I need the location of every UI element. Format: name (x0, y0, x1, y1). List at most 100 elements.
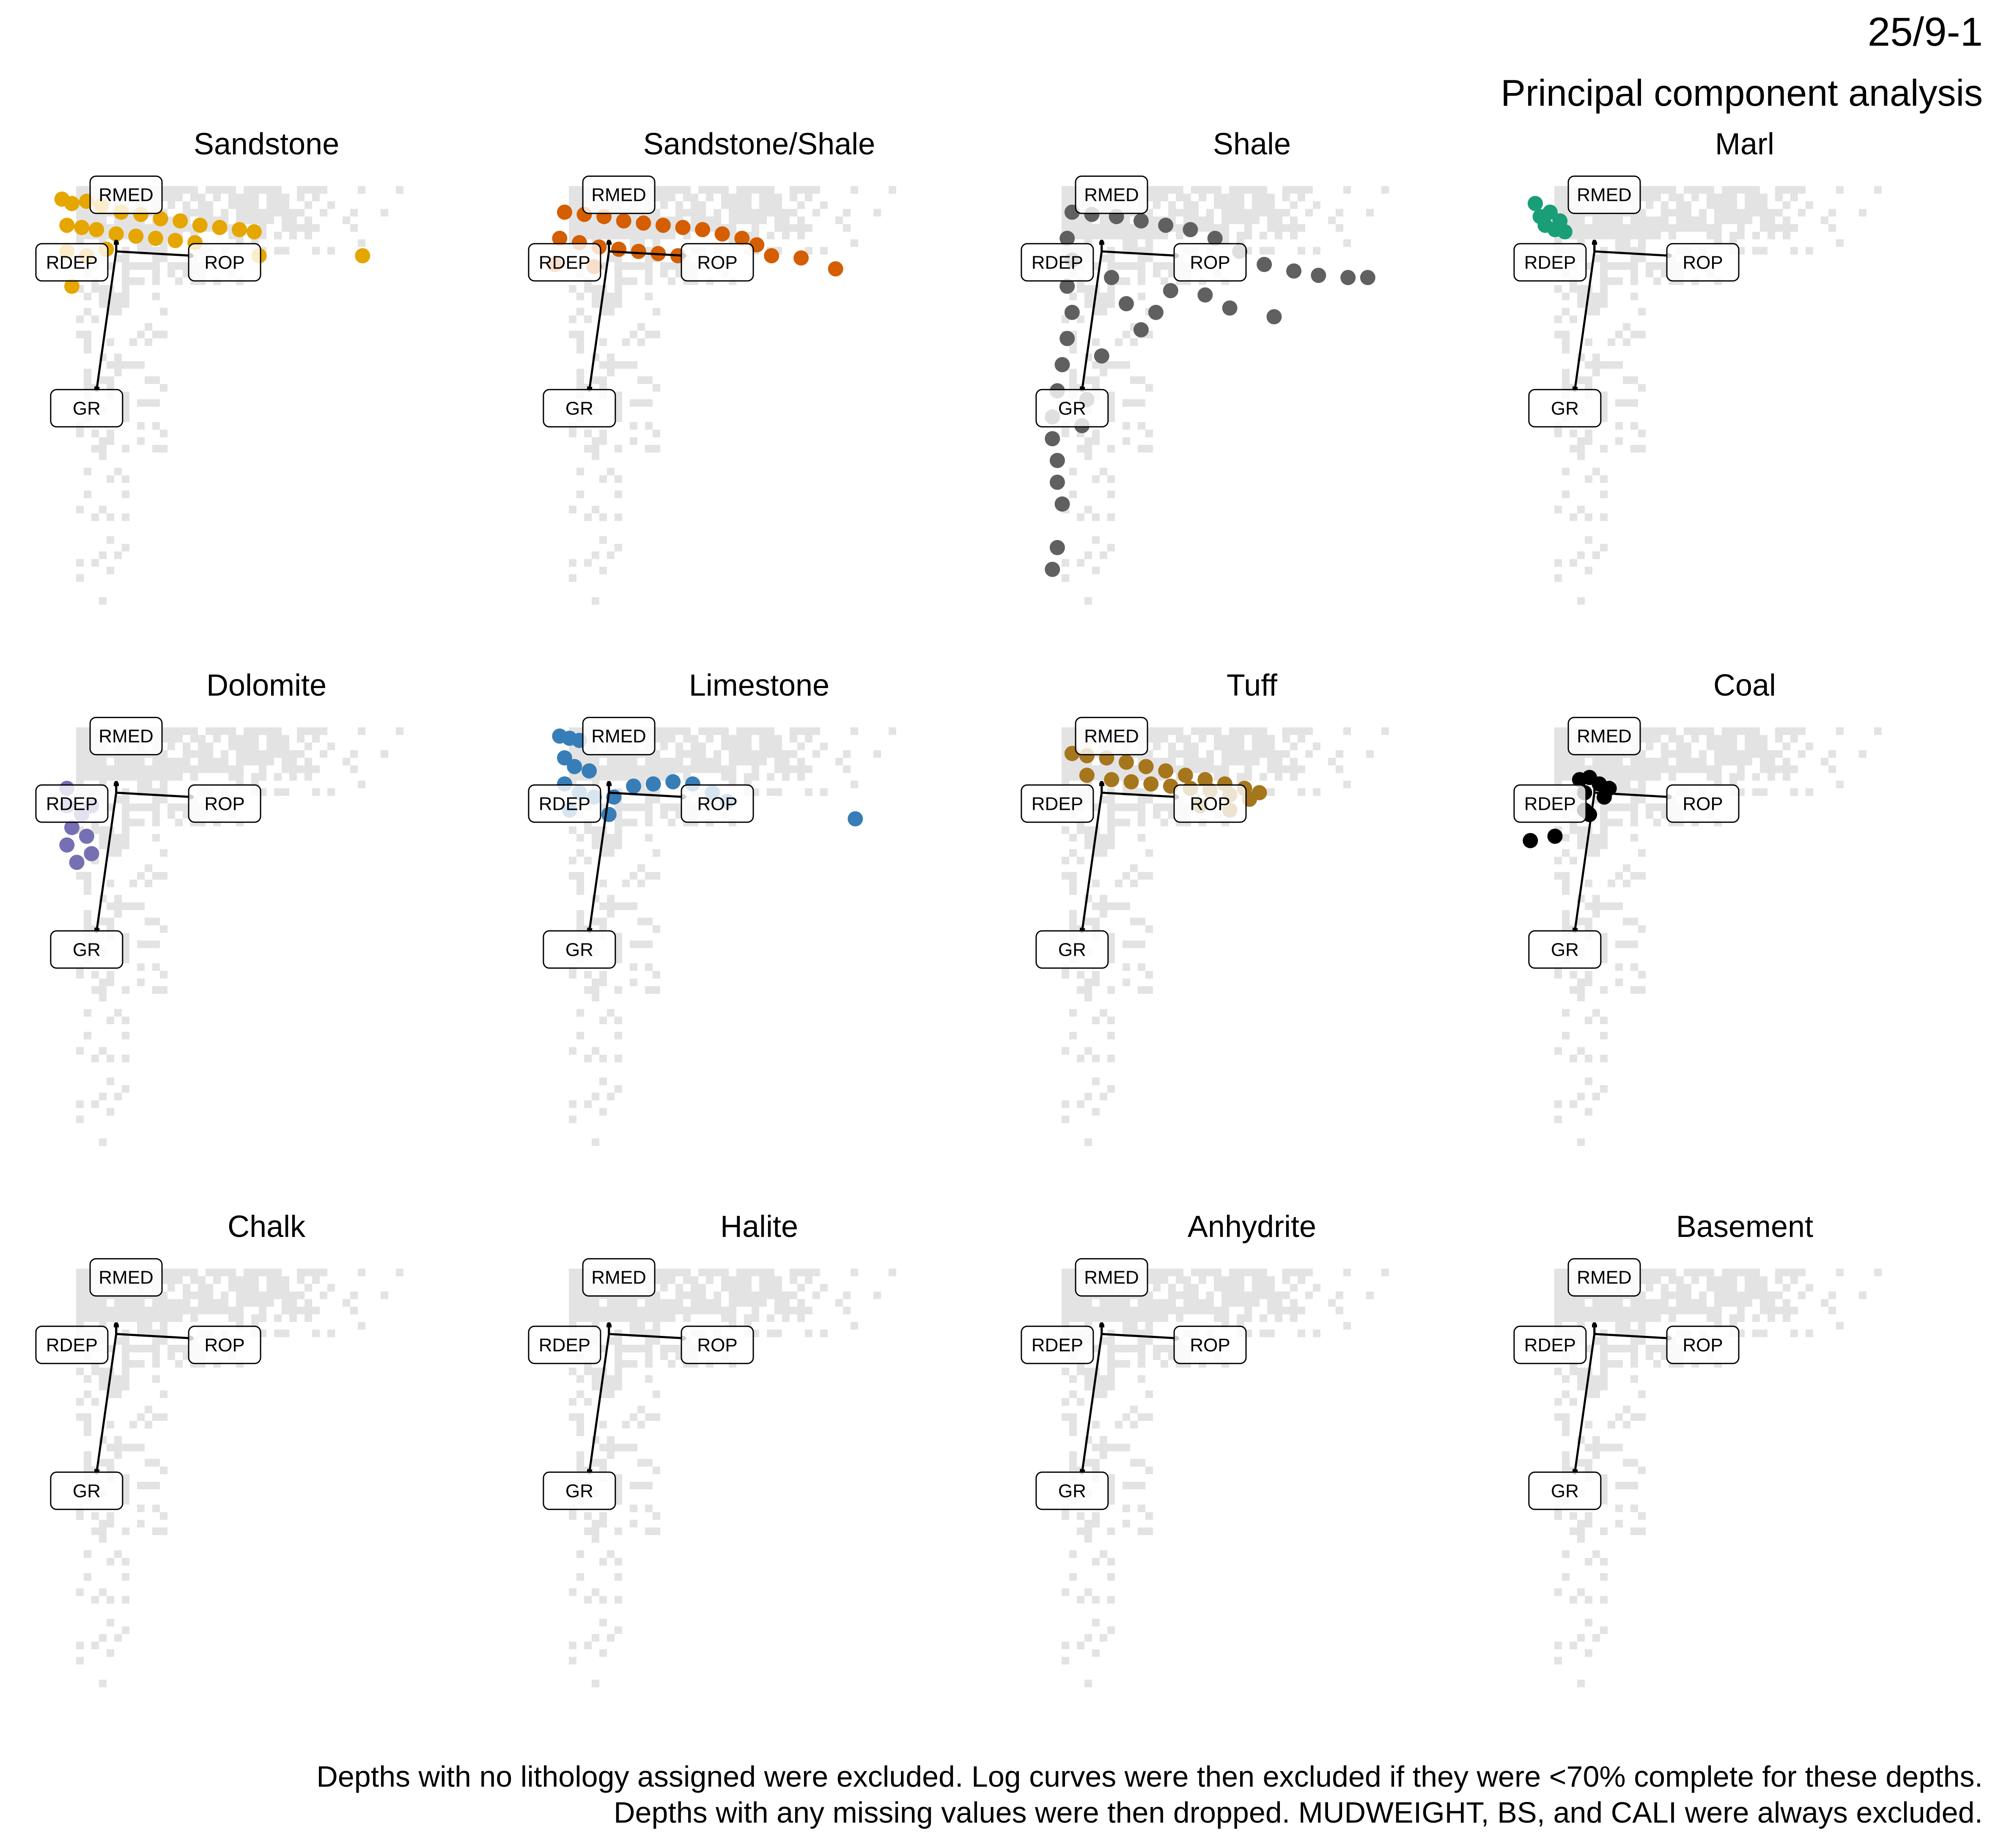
facet-title: Sandstone (194, 127, 339, 161)
loading-label: GR (73, 398, 101, 419)
loading-arrow (1594, 792, 1671, 797)
loading-arrow (1082, 251, 1103, 391)
loading-label: GR (1551, 1481, 1579, 1501)
loading-label-box (1035, 389, 1109, 428)
facet-panel: Sandstone RMED RDEP ROP GR (35, 127, 403, 605)
facet-title: Halite (720, 1210, 798, 1244)
loading-label: ROP (1190, 1335, 1230, 1355)
data-point (1340, 270, 1356, 285)
loading-label: RDEP (1032, 793, 1083, 814)
facet-title: Chalk (228, 1210, 306, 1244)
loading-label: RDEP (46, 1335, 98, 1355)
data-point (1104, 270, 1120, 285)
loading-label-box (50, 930, 124, 969)
loading-label: GR (565, 1481, 593, 1501)
loading-arrow (589, 251, 610, 391)
data-point (626, 779, 641, 794)
data-point (1119, 296, 1134, 312)
loading-label: GR (73, 1481, 101, 1501)
data-point (1079, 768, 1095, 783)
loading-label-box (582, 717, 656, 756)
data-point (611, 241, 627, 257)
data-point (128, 228, 144, 244)
data-point (631, 244, 646, 259)
data-point (84, 846, 99, 861)
loading-arrow (96, 1334, 118, 1474)
facet-title: Limestone (689, 669, 829, 702)
data-point (1183, 222, 1198, 237)
data-point (764, 248, 779, 263)
loading-label-box (1666, 784, 1740, 823)
facet-title: Tuff (1227, 669, 1278, 702)
facet-title: Coal (1713, 669, 1776, 702)
loading-label-box (1528, 389, 1602, 428)
loading-label-box (89, 175, 163, 214)
loading-label-box (50, 389, 124, 428)
data-point (1123, 774, 1139, 790)
data-point (1094, 348, 1109, 364)
data-point (557, 750, 572, 766)
data-point (89, 222, 104, 237)
data-point (665, 774, 681, 790)
loading-label: RDEP (539, 793, 590, 814)
loading-arrow (116, 792, 193, 797)
data-point (64, 196, 80, 211)
loading-label: ROP (1682, 793, 1723, 814)
loading-label-box (681, 243, 754, 282)
loading-label-box (528, 243, 601, 282)
loading-arrow (1101, 1333, 1178, 1338)
loading-label-box (1567, 175, 1641, 214)
loading-arrow (1594, 1333, 1671, 1338)
loading-label: GR (1551, 939, 1579, 960)
loading-arrow (1082, 792, 1103, 932)
loading-arrow (1101, 250, 1178, 256)
data-point (828, 261, 843, 277)
loading-arrow (609, 250, 686, 256)
loading-arrow (1575, 1334, 1596, 1474)
facet-panel: Dolomite RMED RDEP ROP GR (35, 669, 403, 1146)
loading-label: RMED (1577, 185, 1632, 206)
loading-label: RMED (591, 726, 646, 747)
loading-label-box (1021, 784, 1094, 823)
loading-label-box (543, 1471, 616, 1510)
loading-label-box (1021, 1325, 1094, 1364)
loading-label: RMED (99, 185, 154, 206)
facet-title: Shale (1213, 127, 1291, 161)
data-point (64, 820, 80, 835)
data-point (355, 248, 371, 263)
facet-panel: Chalk RMED RDEP ROP GR (35, 1210, 403, 1687)
facet-title: Marl (1715, 127, 1774, 161)
facet-points (1527, 196, 1573, 240)
facet-title: Dolomite (206, 669, 327, 702)
loading-label-box (1528, 1471, 1602, 1510)
data-point (108, 226, 124, 242)
loading-label-box (1075, 717, 1148, 756)
data-point (1133, 322, 1149, 337)
loading-arrow (96, 792, 118, 932)
data-point (1104, 772, 1120, 787)
loading-label: RDEP (1524, 793, 1576, 814)
loading-label-box (1666, 243, 1740, 282)
data-point (1045, 562, 1060, 577)
loading-label-box (1075, 1258, 1148, 1297)
loading-label: ROP (697, 252, 737, 273)
data-point (173, 213, 188, 229)
loading-label-box (1528, 930, 1602, 969)
loading-label: GR (565, 939, 593, 960)
data-point (1054, 496, 1070, 512)
data-point (1207, 230, 1223, 246)
loading-label: RMED (99, 1267, 154, 1288)
data-point (1197, 287, 1213, 303)
data-point (64, 278, 80, 294)
data-point (1222, 300, 1238, 316)
data-point (552, 230, 568, 246)
data-point (675, 219, 691, 235)
loading-label-box (89, 1258, 163, 1297)
loading-label: RMED (1084, 726, 1139, 747)
loading-label: ROP (1190, 793, 1230, 814)
loading-label: RMED (99, 726, 154, 747)
facet-panel: Marl RMED RDEP ROP GR (1513, 127, 1882, 605)
data-point (1158, 217, 1174, 233)
data-point (848, 811, 863, 827)
loading-arrow (96, 251, 118, 391)
